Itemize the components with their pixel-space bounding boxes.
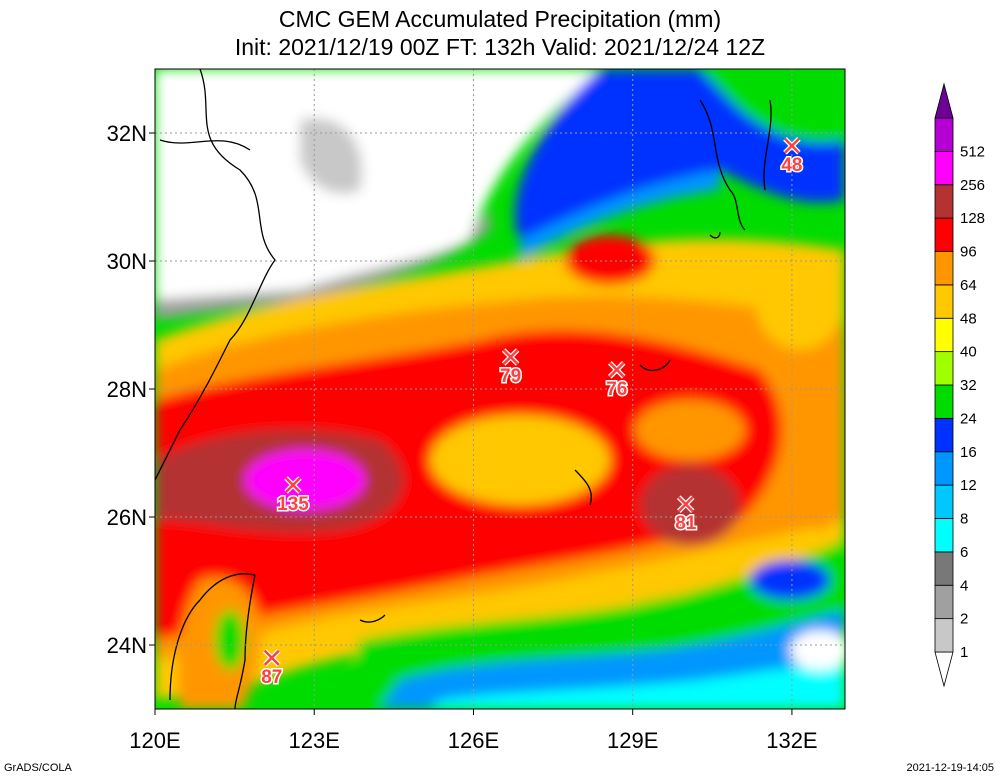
marker-x	[263, 649, 280, 666]
x-tick-label: 132E	[766, 728, 817, 753]
colorbar-swatch	[934, 284, 954, 319]
colorbar-label: 48	[960, 310, 977, 327]
colorbar-label: 6	[960, 544, 968, 561]
y-tick-label: 24N	[107, 633, 147, 658]
x-tick-label: 126E	[448, 728, 499, 753]
maximum-value-label: 81	[675, 513, 697, 534]
coastlines	[155, 69, 772, 709]
maximum-value-label: 48	[781, 155, 802, 176]
maximum-value-label: 79	[500, 366, 521, 387]
marker-x	[285, 477, 301, 493]
colorbar-swatch	[934, 251, 954, 286]
colorbar-label: 2	[960, 611, 968, 628]
y-tick-label: 28N	[107, 377, 147, 402]
chart-title: CMC GEM Accumulated Precipitation (mm)	[278, 6, 722, 32]
colorbar-label: 8	[960, 511, 968, 528]
colorbar-swatch	[934, 451, 954, 486]
marker-x	[677, 496, 694, 513]
colorbar-label: 96	[960, 244, 977, 261]
marker-x	[502, 349, 519, 365]
grid-lines	[155, 69, 845, 709]
x-tick-label: 129E	[607, 728, 658, 753]
maximum-marker: 48	[780, 137, 804, 177]
colorbar-label: 4	[960, 577, 968, 594]
colorbar-label: 24	[960, 410, 977, 427]
colorbar-label: 32	[960, 377, 977, 394]
colorbar-swatch	[934, 584, 954, 620]
x-tick-label: 120E	[129, 728, 180, 753]
colorbar-swatch	[934, 150, 954, 186]
precip-field	[155, 69, 845, 709]
colorbar-label: 256	[960, 177, 985, 194]
colorbar-swatch	[934, 518, 954, 553]
maximum-marker: 135	[276, 476, 311, 517]
chart-subtitle: Init: 2021/12/19 00Z FT: 132h Valid: 202…	[234, 34, 766, 60]
colorbar-swatch	[934, 217, 954, 252]
maximum-marker: 87	[260, 649, 284, 689]
colorbar-label: 512	[960, 143, 985, 160]
y-tick-label: 30N	[107, 249, 147, 274]
maximum-value-label: 76	[606, 379, 627, 400]
x-tick-label: 123E	[289, 728, 340, 753]
x-axis: 120E 123E 126E 129E 132E	[129, 709, 818, 753]
colorbar-swatch	[934, 351, 954, 386]
colorbar-swatch	[934, 551, 954, 586]
marker-x	[608, 361, 625, 378]
colorbar-swatch	[934, 117, 954, 152]
maximum-marker: 79	[499, 348, 523, 389]
colorbar-label: 12	[960, 477, 977, 494]
colorbar-label: 16	[960, 444, 977, 461]
maximum-marker: 81	[674, 495, 698, 536]
credit-label: GrADS/COLA	[4, 762, 72, 774]
colorbar-swatch	[934, 417, 954, 453]
maximum-value-label: 135	[277, 494, 309, 515]
colorbar-swatch	[934, 184, 954, 219]
maxima-markers: 135 79 76 81 48 87	[260, 137, 804, 689]
colorbar-top-triangle	[934, 82, 954, 119]
colorbar-label: 128	[960, 210, 985, 227]
colorbar-label: 64	[960, 277, 977, 294]
colorbar-swatch	[934, 618, 954, 653]
timestamp-label: 2021-12-19-14:05	[906, 762, 994, 774]
colorbar-swatch	[934, 484, 954, 519]
y-tick-label: 32N	[107, 121, 147, 146]
colorbar-label: 40	[960, 344, 977, 361]
maximum-value-label: 87	[261, 667, 282, 688]
colorbar-bottom-triangle	[934, 651, 954, 688]
maximum-marker: 76	[605, 361, 629, 401]
y-axis: 24N 26N 28N 30N 32N	[107, 121, 155, 658]
colorbar-label: 1	[960, 644, 968, 661]
y-tick-label: 26N	[107, 505, 147, 530]
colorbar-swatch	[934, 317, 954, 353]
colorbar-swatch	[934, 384, 954, 419]
marker-x	[784, 137, 800, 154]
